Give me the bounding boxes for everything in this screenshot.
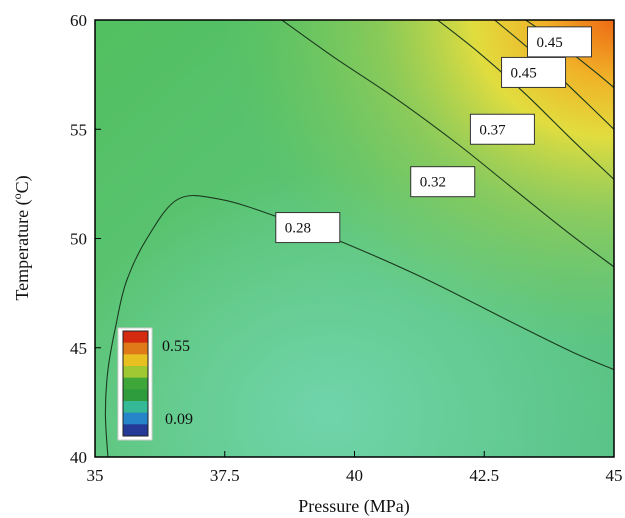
colorbar-swatch [123, 342, 148, 355]
contour-label-box [469, 113, 535, 145]
colorbar-swatch [123, 331, 148, 344]
x-axis: 35 37.5 40 42.5 45 [87, 451, 623, 485]
y-axis: 40 45 50 55 60 [70, 11, 101, 467]
x-tick-label: 45 [606, 466, 623, 485]
y-tick-label: 60 [70, 11, 87, 30]
contour-label-3: 0.45 [501, 56, 567, 88]
colorbar-swatch [123, 389, 148, 402]
contour-line-0 [104, 194, 614, 457]
colorbar-border [122, 330, 149, 437]
y-axis-title-main: Temperature ( [12, 199, 33, 300]
y-tick-label: 50 [70, 230, 87, 249]
contour-labels: 0.28 0.32 0.37 0.450.45 [275, 26, 593, 244]
contour-label-text: 0.37 [479, 122, 506, 138]
y-axis-title-superscript: o [10, 193, 24, 199]
y-tick-label: 55 [70, 120, 87, 139]
contour-label-box [501, 56, 567, 88]
x-tick-label: 40 [346, 466, 363, 485]
x-tick-label: 37.5 [210, 466, 240, 485]
colorbar-swatches [122, 330, 149, 437]
y-tick-label: 40 [70, 448, 87, 467]
x-axis-title: Pressure (MPa) [298, 496, 409, 517]
plot-area: 0.28 0.32 0.37 0.450.45 [95, 20, 614, 457]
contour-label-2: 0.37 [469, 113, 535, 145]
colorbar-swatch [123, 354, 148, 367]
colorbar-min-label: 0.09 [165, 411, 193, 428]
contour-label-box [410, 166, 476, 198]
x-tick-label: 35 [87, 466, 104, 485]
contour-label-box [275, 212, 341, 244]
contour-label-0: 0.28 [275, 212, 341, 244]
y-tick-label: 45 [70, 339, 87, 358]
contour-label-text: 0.45 [537, 35, 563, 51]
contour-label-text: 0.45 [511, 65, 537, 81]
contour-label-text: 0.32 [420, 175, 446, 191]
contour-line-2 [437, 20, 614, 180]
colorbar-swatch [123, 412, 148, 425]
colorbar-swatch [123, 424, 148, 437]
contour-label-box [527, 26, 593, 58]
contour-label-1: 0.32 [410, 166, 476, 198]
colorbar-swatch [123, 377, 148, 390]
colorbar-legend: 0.55 0.09 [117, 327, 193, 441]
contour-label-4: 0.45 [527, 26, 593, 58]
field-high-region [95, 20, 614, 457]
contour-line-1 [281, 20, 614, 268]
colorbar-swatch [123, 366, 148, 379]
colorbar-max-label: 0.55 [162, 338, 190, 355]
x-tick-label: 42.5 [469, 466, 499, 485]
y-axis-title-end: C) [12, 175, 33, 193]
y-axis-title: Temperature (oC) [10, 175, 33, 300]
contour-label-text: 0.28 [285, 221, 311, 237]
colorbar-swatch [123, 401, 148, 414]
